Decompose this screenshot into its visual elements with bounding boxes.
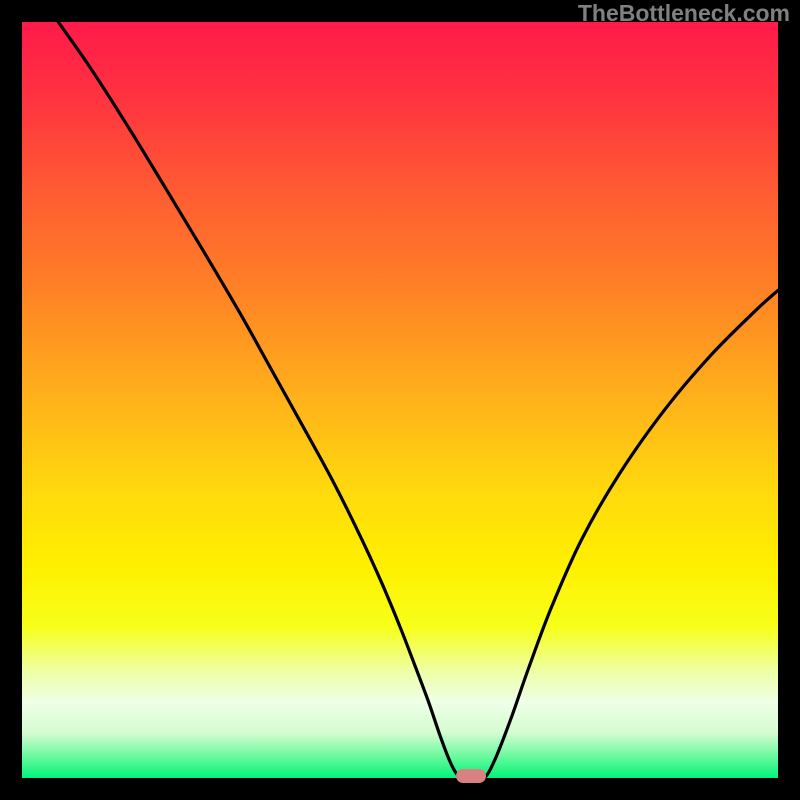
chart-container: TheBottleneck.com <box>0 0 800 800</box>
bottleneck-curve <box>22 22 778 778</box>
plot-area <box>22 22 778 778</box>
optimum-marker <box>456 769 486 783</box>
watermark-text: TheBottleneck.com <box>578 0 790 27</box>
